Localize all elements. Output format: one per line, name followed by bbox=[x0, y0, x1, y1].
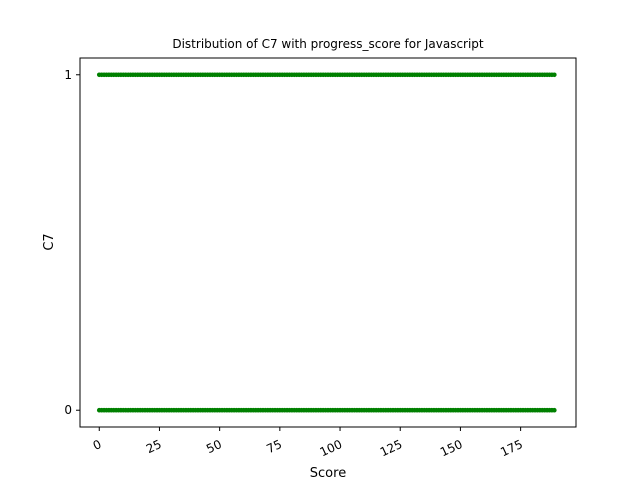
chart-title: Distribution of C7 with progress_score f… bbox=[172, 37, 484, 51]
data-point bbox=[552, 72, 557, 78]
y-tick-label: 1 bbox=[64, 68, 72, 82]
x-tick-label: 75 bbox=[264, 437, 284, 456]
x-tick-label: 50 bbox=[204, 437, 224, 456]
x-tick-label: 25 bbox=[144, 437, 164, 456]
data-point bbox=[552, 407, 557, 413]
y-axis-label: C7 bbox=[42, 233, 57, 250]
points-layer bbox=[96, 72, 557, 413]
x-axis-label: Score bbox=[310, 466, 346, 480]
y-axis-ticks: 01 bbox=[64, 68, 80, 417]
y-tick-label: 0 bbox=[64, 403, 72, 417]
plot-area-frame bbox=[79, 57, 577, 428]
